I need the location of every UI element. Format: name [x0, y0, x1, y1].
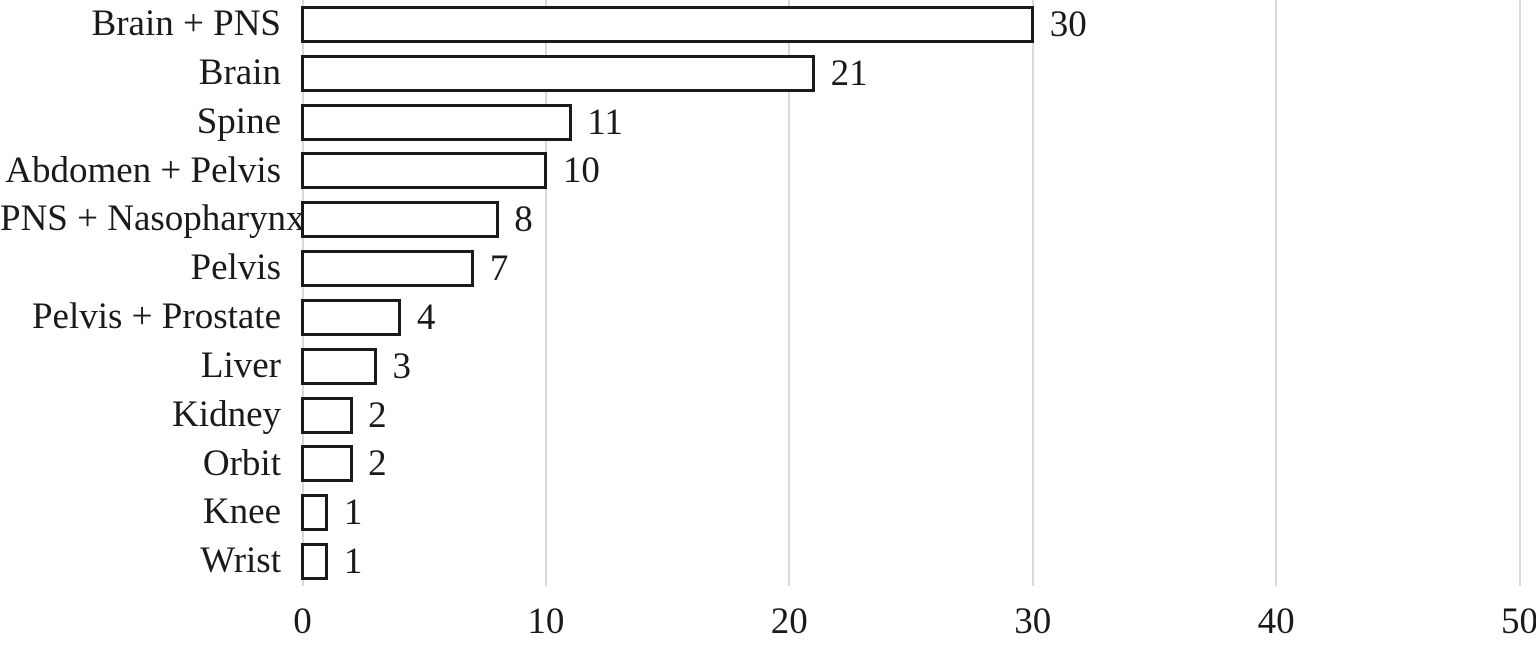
- category-label: Liver: [200, 344, 281, 386]
- value-label: 1: [343, 541, 363, 583]
- value-label: 30: [1049, 3, 1087, 45]
- category-label: Orbit: [202, 442, 281, 484]
- value-label: 2: [368, 394, 387, 436]
- x-tick-label: 20: [770, 601, 808, 642]
- value-label: 10: [562, 150, 600, 192]
- bar: [301, 347, 378, 385]
- bar: [301, 152, 548, 190]
- x-tick-label: 40: [1257, 601, 1295, 642]
- gridline: [544, 0, 547, 586]
- bar: [301, 54, 816, 92]
- x-tick-label: 30: [1014, 601, 1052, 642]
- gridline: [1031, 0, 1034, 586]
- gridline: [788, 0, 791, 586]
- x-tick-label: 0: [293, 601, 312, 642]
- bar: [301, 103, 572, 141]
- bar: [301, 396, 353, 434]
- bar: [301, 250, 475, 288]
- value-label: 21: [830, 52, 868, 94]
- value-label: 8: [514, 199, 533, 241]
- bar: [301, 5, 1035, 43]
- bar: [301, 494, 329, 532]
- x-tick-label: 50: [1501, 601, 1536, 642]
- value-label: 2: [368, 443, 387, 485]
- value-label: 4: [416, 296, 436, 338]
- category-label: Kidney: [172, 393, 281, 435]
- value-label: 1: [343, 492, 363, 534]
- category-label: Abdomen + Pelvis: [5, 149, 281, 191]
- x-tick-label: 10: [527, 601, 565, 642]
- value-label: 11: [587, 101, 623, 143]
- category-label: Pelvis + Prostate: [31, 296, 281, 337]
- category-label: Spine: [196, 100, 281, 142]
- bar: [301, 543, 329, 581]
- value-label: 3: [392, 345, 412, 387]
- bar: [301, 445, 353, 483]
- bar: [301, 201, 499, 239]
- category-label: Knee: [202, 491, 281, 533]
- gridline: [1518, 0, 1521, 586]
- category-label: Brain + PNS: [91, 3, 281, 44]
- category-label: Brain: [198, 51, 281, 93]
- gridline: [301, 0, 304, 586]
- value-label: 7: [489, 248, 509, 290]
- category-label: Wrist: [200, 540, 281, 582]
- category-label: Pelvis: [190, 247, 281, 289]
- gridline: [1275, 0, 1278, 586]
- bar: [301, 298, 402, 336]
- category-label: PNS + Nasopharynx: [0, 198, 305, 240]
